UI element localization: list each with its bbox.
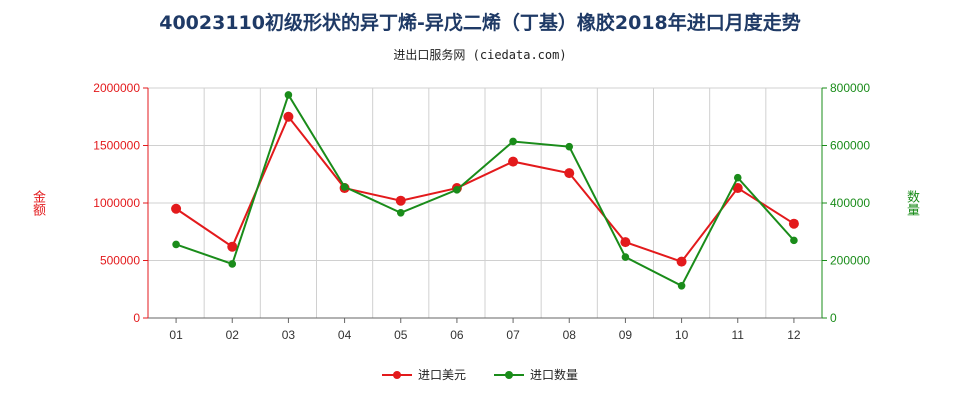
x-tick-label: 10 <box>675 328 689 342</box>
left-tick-label: 0 <box>133 311 140 325</box>
right-tick-label: 200000 <box>830 254 870 268</box>
data-point-quantity <box>453 185 461 194</box>
chart-subtitle: 进出口服务网 (ciedata.com) <box>393 48 567 62</box>
data-point-quantity <box>284 91 293 99</box>
right-tick-label: 600000 <box>830 139 870 153</box>
left-tick-label: 1000000 <box>93 196 140 210</box>
data-point-quantity <box>677 282 686 290</box>
left-tick-label: 2000000 <box>93 81 140 95</box>
data-point-quantity <box>396 208 405 217</box>
data-point-quantity <box>565 142 574 151</box>
data-point-quantity <box>733 173 742 182</box>
legend-swatch-usd <box>381 370 412 380</box>
left-tick-label: 500000 <box>100 254 140 268</box>
x-tick-label: 11 <box>732 328 745 342</box>
legend-item-quantity[interactable]: 进口数量 <box>494 366 578 383</box>
x-tick-label: 12 <box>787 328 801 342</box>
right-axis-title: 数量 <box>904 190 919 216</box>
right-tick-label: 0 <box>830 311 837 325</box>
data-point-quantity <box>228 260 237 268</box>
x-tick-label: 02 <box>226 328 240 342</box>
data-point-usd <box>395 195 406 206</box>
data-point-usd <box>227 241 238 252</box>
x-tick-label: 04 <box>338 328 352 342</box>
data-point-usd <box>732 183 743 194</box>
data-point-quantity <box>790 236 798 245</box>
x-tick-label: 08 <box>563 328 577 342</box>
data-point-usd <box>508 156 519 167</box>
left-tick-label: 1500000 <box>93 139 140 153</box>
data-point-usd <box>676 256 687 267</box>
x-tick-label: 09 <box>619 328 633 342</box>
data-point-usd <box>283 111 294 122</box>
legend-label-quantity: 进口数量 <box>530 368 579 382</box>
legend-label-usd: 进口美元 <box>417 368 466 382</box>
data-point-usd <box>564 168 575 179</box>
data-point-quantity <box>172 240 180 249</box>
chart-title: 40023110初级形状的异丁烯-异戊二烯（丁基）橡胶2018年进口月度走势 <box>159 12 801 34</box>
legend-item-usd[interactable]: 进口美元 <box>381 366 466 383</box>
x-tick-label: 03 <box>282 328 296 342</box>
data-point-quantity <box>621 253 630 261</box>
series-line-usd <box>175 114 795 263</box>
data-point-quantity <box>509 137 517 146</box>
data-point-usd <box>171 203 182 214</box>
data-point-usd <box>620 237 631 248</box>
left-axis-title: 金额 <box>30 190 45 216</box>
x-tick-label: 07 <box>506 328 520 342</box>
legend: 进口美元 进口数量 <box>0 366 960 383</box>
right-tick-label: 400000 <box>830 196 870 210</box>
data-point-usd <box>788 218 799 229</box>
x-tick-label: 05 <box>394 328 408 342</box>
legend-swatch-quantity <box>494 370 524 380</box>
x-tick-label: 01 <box>169 328 183 342</box>
data-point-quantity <box>340 183 349 191</box>
series-line-quantity <box>175 92 795 288</box>
right-tick-label: 800000 <box>830 81 870 95</box>
x-tick-label: 06 <box>450 328 464 342</box>
